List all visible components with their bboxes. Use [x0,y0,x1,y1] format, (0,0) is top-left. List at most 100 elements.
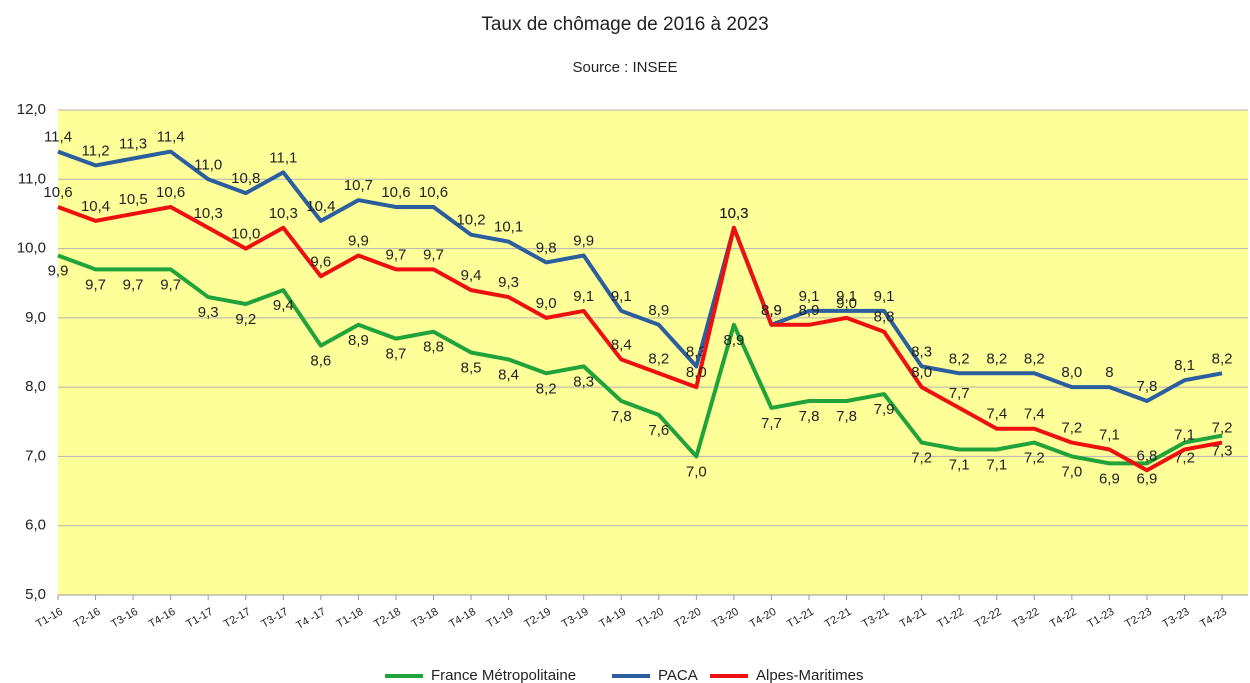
x-tick-label: T2-16 [72,606,103,631]
data-label: 7,0 [686,463,707,480]
x-tick-label: T1-21 [785,606,816,631]
x-tick-label: T3-23 [1161,606,1192,631]
data-label: 8,3 [686,343,707,360]
data-label: 9,7 [85,276,106,293]
x-tick-label: T4-22 [1048,606,1079,631]
y-tick-label: 11,0 [18,170,46,187]
data-label: 7,2 [1024,450,1045,467]
x-tick-label: T4-21 [898,606,929,631]
data-label: 7,1 [1099,426,1120,443]
data-label: 9,2 [235,311,256,328]
x-tick-label: T4 -17 [294,606,328,632]
data-label: 9,0 [836,295,857,312]
data-label: 8,6 [310,353,331,370]
data-label: 9,1 [799,288,820,305]
data-label: 8,0 [1061,364,1082,381]
data-label: 10,6 [43,184,72,201]
x-tick-label: T4-23 [1198,606,1229,631]
data-label: 7,3 [1212,443,1233,460]
data-label: 7,7 [949,385,970,402]
data-label: 7,2 [911,450,932,467]
data-label: 7,8 [836,408,857,425]
data-label: 7,1 [1174,426,1195,443]
data-label: 8,0 [686,364,707,381]
data-label: 7,0 [1061,463,1082,480]
data-label: 10,5 [118,191,147,208]
data-label: 9,3 [198,304,219,321]
data-label: 10,6 [381,184,410,201]
data-label: 9,9 [348,232,369,249]
series-line [57,205,1223,473]
data-label: 10,0 [231,226,260,243]
data-label: 8,8 [423,339,444,356]
data-label: 6,8 [1137,447,1158,464]
data-label: 8,2 [536,380,557,397]
data-label: 9,0 [536,295,557,312]
data-label: 6,9 [1137,470,1158,487]
data-label: 8,7 [386,346,407,363]
data-label: 10,2 [456,212,485,229]
data-label: 9,1 [611,288,632,305]
data-label: 7,4 [1024,406,1045,423]
x-tick-label: T1-17 [184,606,215,631]
series-line [57,149,1223,403]
data-label: 7,8 [799,408,820,425]
x-tick-label: T3-17 [259,606,290,631]
data-label: 7,1 [949,456,970,473]
data-label: 8,4 [611,336,632,353]
x-tick-label: T4-16 [147,606,178,631]
data-label: 8,9 [761,302,782,319]
data-label: 11,4 [157,129,185,146]
y-tick-label: 10,0 [17,240,46,257]
x-tick-label: T3-22 [1010,606,1041,631]
data-label: 7,7 [761,415,782,432]
data-label: 9,9 [48,262,69,279]
data-label: 8,8 [874,309,895,326]
data-label: 9,3 [498,274,519,291]
x-tick-label: T2-18 [372,606,403,631]
x-tick-label: T3-20 [710,606,741,631]
data-label: 11,4 [44,129,72,146]
data-label: 7,6 [648,422,669,439]
data-label: 9,7 [386,246,407,263]
data-label: 7,4 [986,406,1007,423]
data-label: 8,9 [723,332,744,349]
x-tick-label: T3-19 [560,606,591,631]
data-label: 7,2 [1061,420,1082,437]
legend-label: France Métropolitaine [431,667,576,683]
x-tick-label: T4-18 [447,606,478,631]
data-label: 10,3 [269,205,298,222]
x-tick-label: T1-20 [635,606,666,631]
data-label: 8,5 [461,359,482,376]
data-label: 10,3 [719,205,748,222]
data-label: 9,9 [573,232,594,249]
data-label: 8,2 [648,350,669,367]
y-tick-label: 5,0 [25,586,46,603]
x-tick-label: T2-23 [1123,606,1154,631]
x-tick-label: T2-21 [823,606,854,631]
data-label: 10,4 [306,198,335,215]
data-label: 8,2 [1212,350,1233,367]
data-label: 7,1 [986,456,1007,473]
data-label: 9,1 [836,288,857,305]
data-label: 10,6 [156,184,185,201]
y-tick-label: 12,0 [17,101,46,118]
data-label: 11,0 [194,156,222,173]
x-tick-label: T1-18 [334,606,365,631]
x-tick-label: T1-23 [1085,606,1116,631]
data-label: 7,9 [874,401,895,418]
data-label: 9,7 [160,276,181,293]
data-label: 9,7 [123,276,144,293]
data-label: 9,4 [461,267,482,284]
data-label: 8,2 [986,350,1007,367]
data-label: 9,1 [874,288,895,305]
data-label: 8,9 [348,332,369,349]
x-tick-label: T2-19 [522,606,553,631]
chart-title: Taux de chômage de 2016 à 2023 [481,14,768,35]
x-tick-label: T2-22 [973,606,1004,631]
x-tick-label: T4-19 [597,606,628,631]
data-label: 10,4 [81,198,110,215]
x-tick-label: T2-20 [672,606,703,631]
data-label: 8,4 [498,366,519,383]
